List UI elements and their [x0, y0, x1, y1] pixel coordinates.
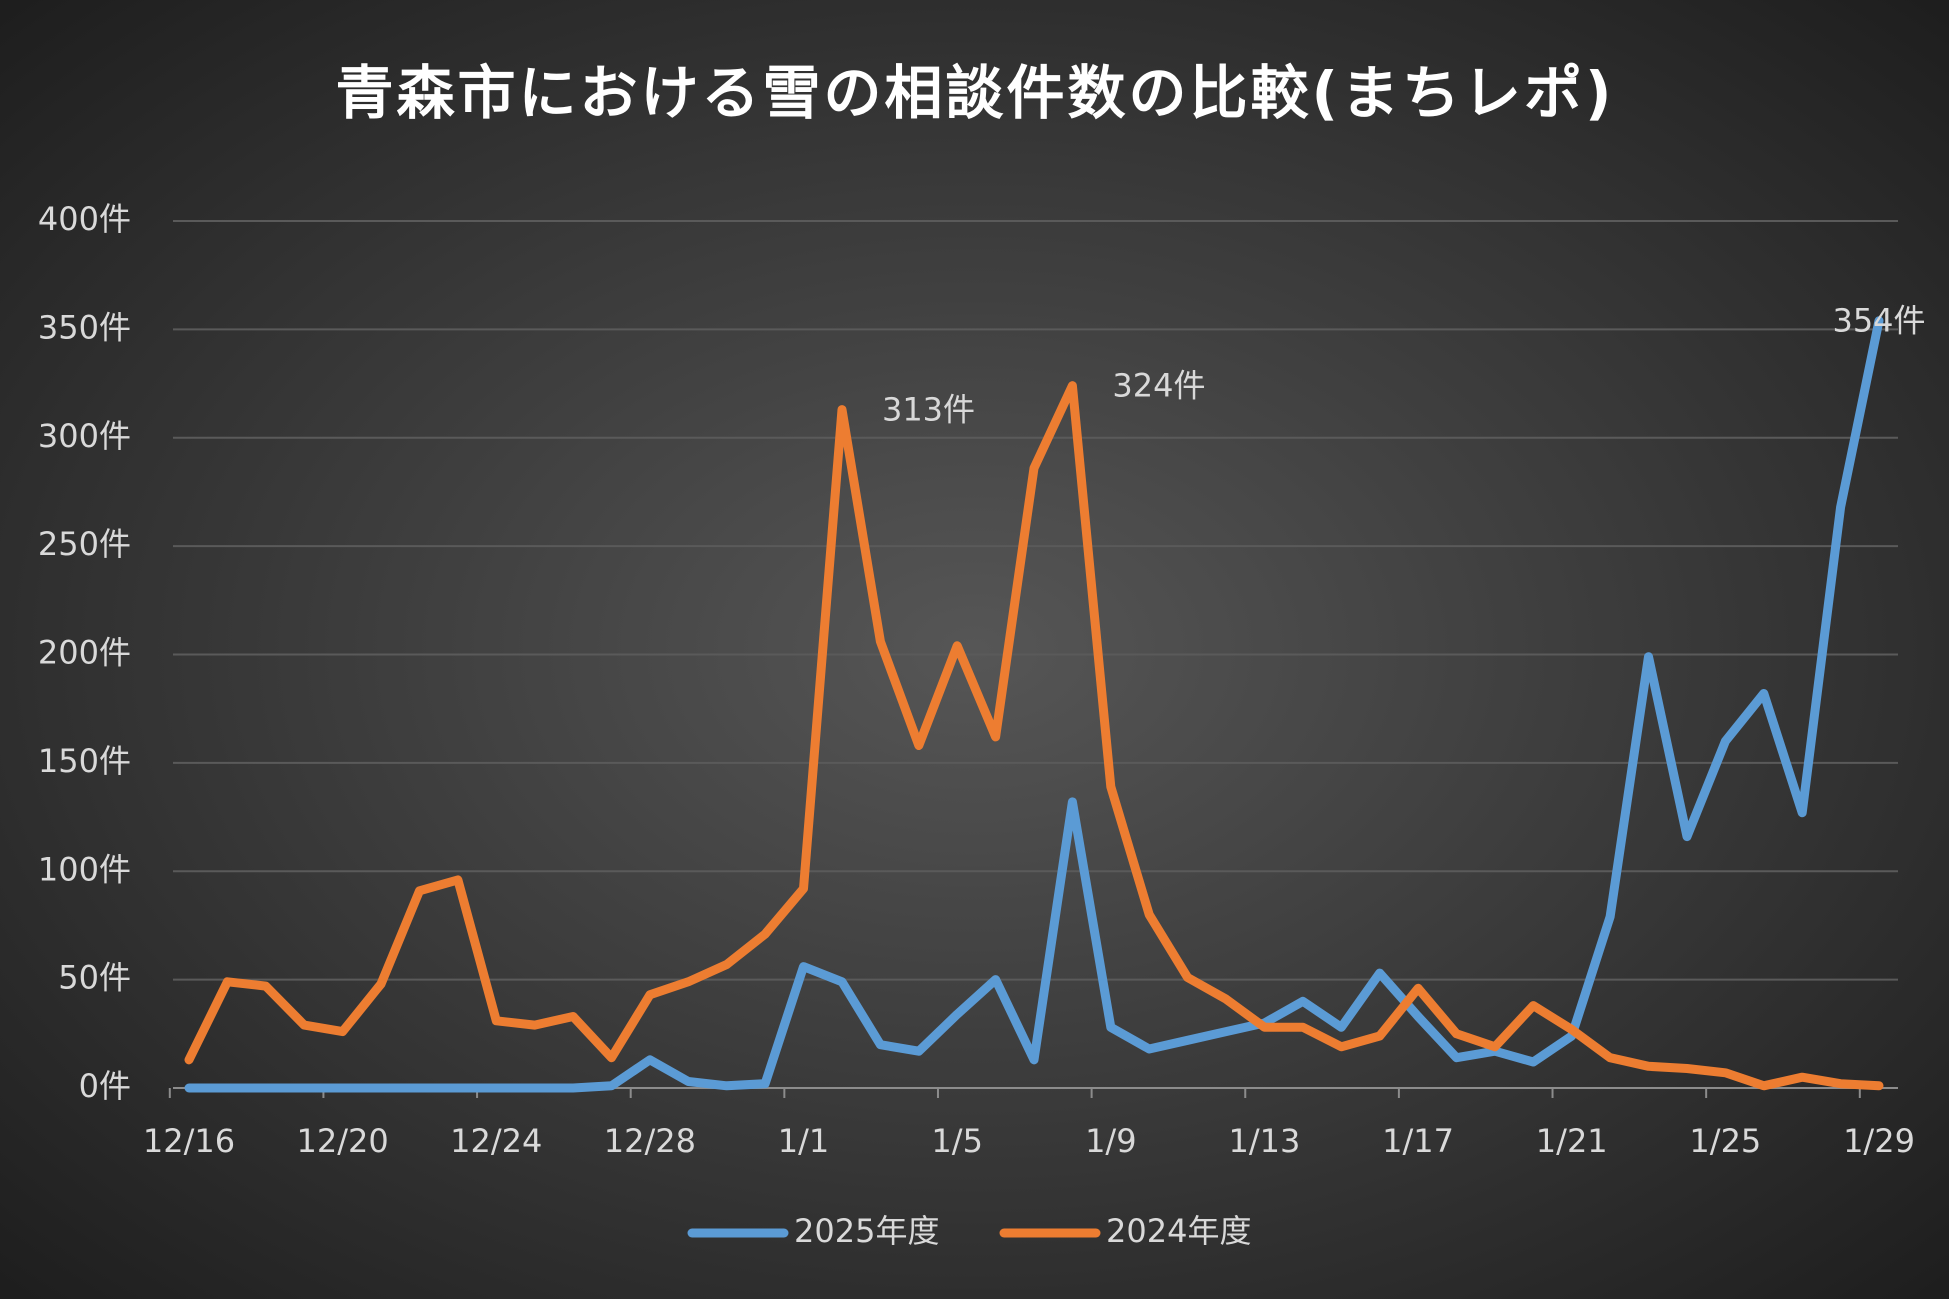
x-tick-label: 12/20	[297, 1122, 389, 1160]
series-line	[184, 316, 1884, 1093]
y-tick-label: 0件	[79, 1067, 131, 1105]
y-tick-label: 150件	[38, 742, 131, 780]
x-tick-label: 12/28	[604, 1122, 696, 1160]
data-label: 354件	[1832, 302, 1925, 340]
x-tick-label: 1/9	[1085, 1122, 1137, 1160]
x-tick-label: 1/17	[1382, 1122, 1454, 1160]
x-tick-label: 1/21	[1536, 1122, 1608, 1160]
series-line	[184, 381, 1884, 1091]
y-tick-label: 400件	[38, 200, 131, 238]
legend-label: 2025年度	[794, 1212, 939, 1250]
x-tick-label: 1/29	[1843, 1122, 1915, 1160]
x-tick-label: 12/24	[450, 1122, 542, 1160]
y-tick-label: 250件	[38, 525, 131, 563]
x-tick-label: 1/25	[1689, 1122, 1761, 1160]
legend-label: 2024年度	[1106, 1212, 1251, 1250]
data-label: 324件	[1112, 367, 1205, 405]
x-tick-label: 1/5	[931, 1122, 983, 1160]
x-tick-label: 1/13	[1229, 1122, 1301, 1160]
y-tick-label: 350件	[38, 308, 131, 346]
y-tick-label: 100件	[38, 850, 131, 888]
chart-title: 青森市における雪の相談件数の比較(まちレポ)	[335, 59, 1614, 127]
data-label: 313件	[882, 391, 975, 429]
x-tick-label: 1/1	[778, 1122, 830, 1160]
y-tick-label: 300件	[38, 417, 131, 455]
x-tick-label: 12/16	[143, 1122, 235, 1160]
y-tick-label: 50件	[58, 959, 131, 997]
y-tick-label: 200件	[38, 634, 131, 672]
